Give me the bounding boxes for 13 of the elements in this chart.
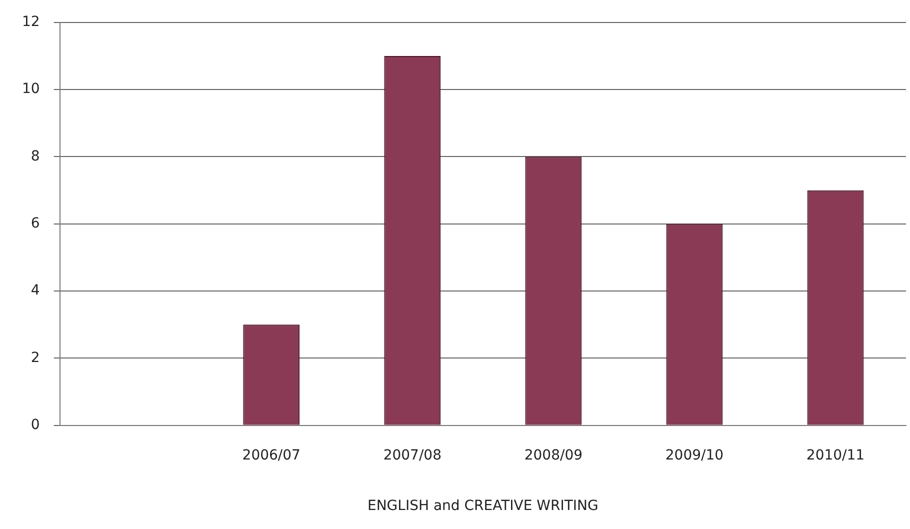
x-tick-label: 2008/09 — [524, 447, 583, 464]
x-tick-label: 2007/08 — [383, 447, 442, 464]
y-tick-label: 12 — [22, 14, 40, 30]
x-tick-label: 2006/07 — [242, 447, 300, 464]
y-tick-label: 6 — [30, 216, 40, 232]
y-tick-label: 10 — [22, 81, 40, 98]
x-tick-label: 2009/10 — [665, 447, 724, 464]
y-tick-label: 8 — [30, 148, 40, 164]
y-tick-label: 0 — [30, 417, 40, 434]
y-tick-label: 2 — [30, 350, 40, 366]
x-axis-title: ENGLISH and CREATIVE WRITING — [367, 498, 598, 514]
y-tick-label: 4 — [30, 282, 40, 299]
x-tick-label: 2010/11 — [806, 447, 865, 464]
